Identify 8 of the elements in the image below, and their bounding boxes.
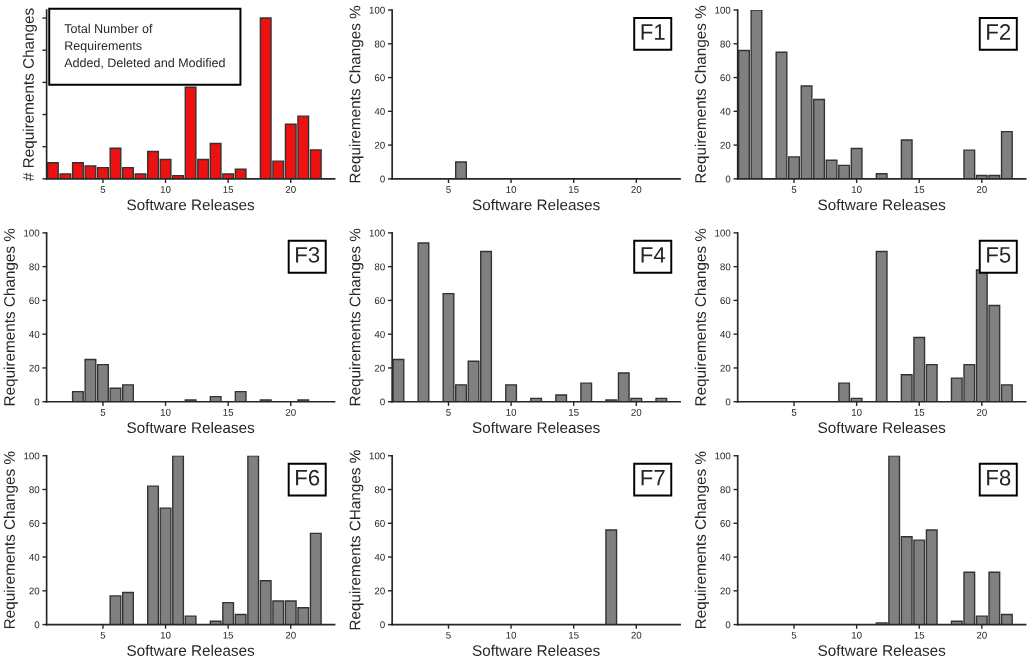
chart-title: F8 bbox=[987, 469, 1011, 486]
chart-title: F1 bbox=[641, 24, 665, 40]
chart-title: F5 bbox=[987, 247, 1011, 263]
chart-title: F6 bbox=[296, 469, 320, 486]
chart-title: F2 bbox=[987, 24, 1011, 40]
chart-title: F3 bbox=[296, 246, 320, 263]
chart-title: F4 bbox=[641, 247, 666, 263]
chart-title: F7 bbox=[641, 470, 665, 486]
